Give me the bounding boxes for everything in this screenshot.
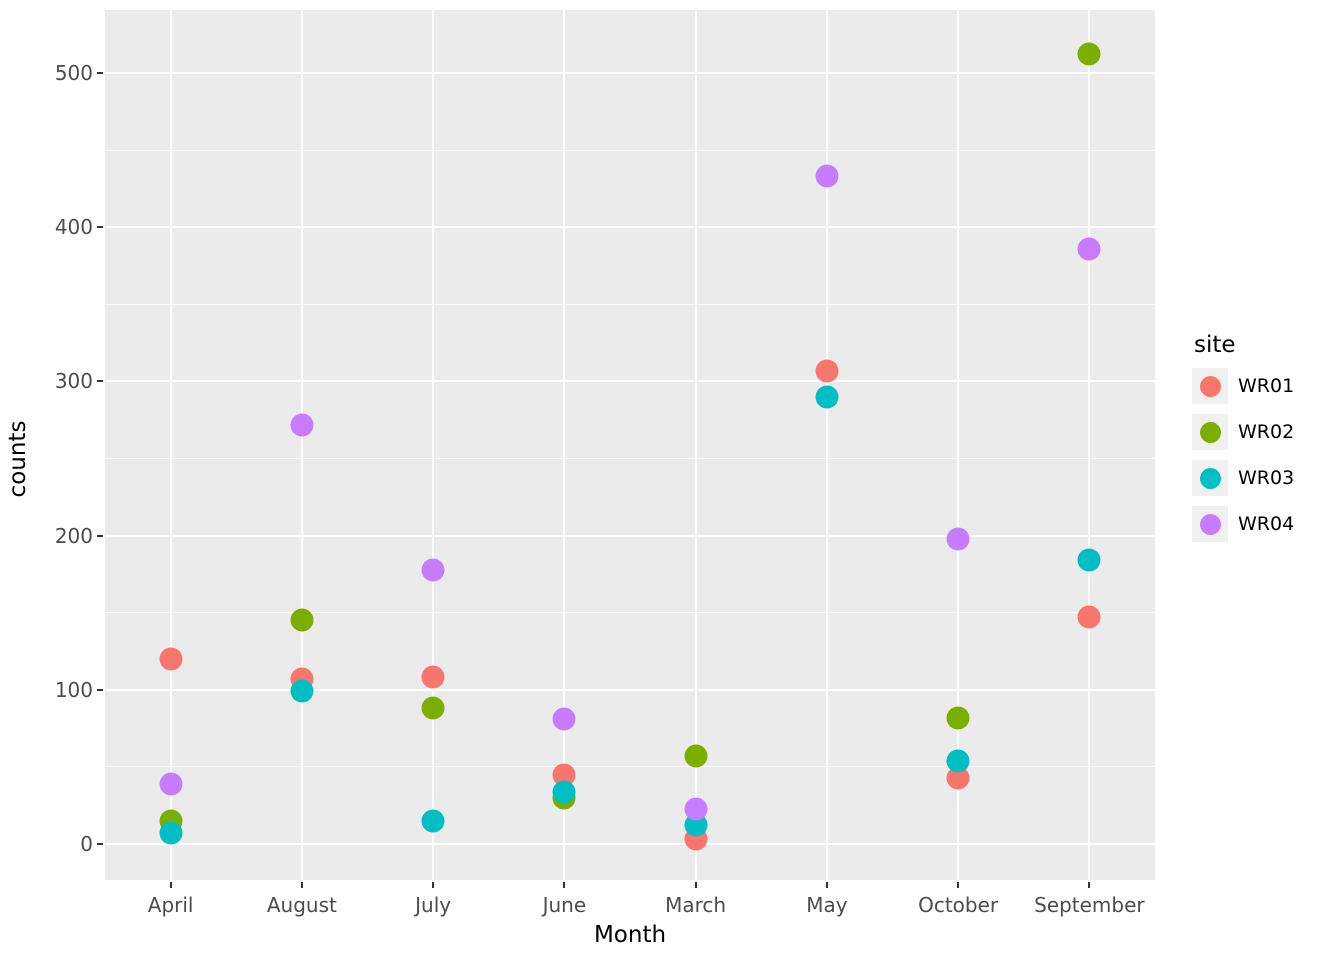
point-WR02-september — [1077, 42, 1101, 66]
gridline-minor-y-50 — [105, 766, 1155, 768]
x-tick-mark-october — [957, 882, 960, 888]
point-WR04-august — [290, 413, 314, 437]
y-tick-mark-200 — [97, 534, 103, 537]
gridline-major-x-april — [169, 10, 172, 880]
gridline-major-x-may — [825, 10, 828, 880]
x-tick-mark-september — [1088, 882, 1091, 888]
y-tick-mark-100 — [97, 688, 103, 691]
gridline-minor-y-350 — [105, 303, 1155, 305]
point-WR04-may — [815, 164, 839, 188]
gridline-major-x-july — [432, 10, 435, 880]
gridline-major-y-0 — [105, 843, 1155, 845]
x-tick-label-march: March — [665, 893, 727, 917]
x-tick-label-august: August — [266, 893, 337, 917]
y-tick-mark-500 — [97, 72, 103, 74]
gridline-major-x-march — [694, 10, 697, 880]
legend-label-WR02: WR02 — [1238, 421, 1295, 443]
legend-item-WR04: WR04 — [1192, 506, 1294, 542]
y-tick-mark-0 — [97, 843, 103, 845]
x-tick-label-july: July — [415, 893, 452, 917]
point-WR02-march — [684, 744, 708, 768]
point-WR01-october — [946, 766, 970, 790]
gridline-minor-y-250 — [105, 458, 1155, 459]
legend-dot-WR01 — [1199, 375, 1221, 397]
y-tick-label-100: 100 — [54, 677, 93, 702]
legend: site WR01 WR02 WR03 WR04 — [1192, 332, 1294, 552]
legend-key-WR03 — [1192, 460, 1228, 496]
x-tick-mark-april — [169, 882, 172, 888]
point-WR03-october — [946, 749, 970, 773]
point-WR03-march — [684, 813, 708, 837]
legend-label-WR01: WR01 — [1238, 375, 1295, 397]
y-tick-label-200: 200 — [54, 523, 93, 548]
legend-label-WR03: WR03 — [1238, 467, 1295, 489]
y-tick-label-500: 500 — [54, 61, 93, 85]
point-WR03-june — [552, 780, 576, 804]
x-tick-label-september: September — [1034, 893, 1145, 917]
point-WR01-september — [1077, 605, 1101, 629]
point-WR01-july — [421, 665, 445, 689]
y-tick-mark-300 — [97, 380, 103, 383]
legend-item-WR01: WR01 — [1192, 368, 1294, 404]
legend-dot-WR04 — [1199, 513, 1221, 535]
point-WR02-august — [290, 608, 314, 632]
point-WR01-april — [159, 647, 183, 671]
x-tick-mark-july — [432, 882, 435, 888]
legend-key-WR01 — [1192, 368, 1228, 404]
legend-key-WR04 — [1192, 506, 1228, 542]
gridline-major-y-300 — [105, 380, 1155, 383]
gridline-minor-y-150 — [105, 612, 1155, 614]
gridline-major-x-september — [1088, 10, 1091, 880]
point-WR04-march — [684, 797, 708, 821]
legend-key-WR02 — [1192, 414, 1228, 450]
legend-dot-WR03 — [1199, 467, 1221, 489]
gridline-major-x-june — [563, 10, 566, 880]
legend-item-WR02: WR02 — [1192, 414, 1294, 450]
y-axis-title: counts — [5, 420, 31, 498]
x-tick-label-april: April — [147, 893, 194, 917]
plot-panel — [105, 10, 1155, 880]
point-WR03-april — [159, 821, 183, 845]
point-WR04-june — [552, 707, 576, 731]
gridline-major-y-500 — [105, 72, 1155, 74]
x-tick-label-october: October — [918, 893, 999, 917]
point-WR03-may — [815, 385, 839, 409]
x-tick-mark-june — [563, 882, 566, 888]
point-WR02-july — [421, 696, 445, 720]
legend-dot-WR02 — [1199, 421, 1221, 443]
point-WR04-october — [946, 527, 970, 551]
x-tick-mark-may — [825, 882, 828, 888]
point-WR03-july — [421, 809, 445, 833]
gridline-major-y-200 — [105, 534, 1155, 537]
legend-label-WR04: WR04 — [1238, 513, 1295, 535]
gridline-major-x-august — [300, 10, 303, 880]
x-axis-title: Month — [593, 922, 667, 948]
gridline-major-y-100 — [105, 688, 1155, 691]
gridline-minor-y-450 — [105, 149, 1155, 151]
y-tick-label-0: 0 — [80, 832, 93, 856]
y-tick-label-300: 300 — [54, 369, 93, 394]
point-WR04-september — [1077, 237, 1101, 261]
point-WR01-may — [815, 359, 839, 383]
point-WR04-april — [159, 772, 183, 796]
point-WR03-august — [290, 679, 314, 703]
x-tick-mark-august — [300, 882, 303, 888]
y-tick-label-400: 400 — [54, 215, 93, 240]
point-WR03-september — [1077, 548, 1101, 572]
legend-title: site — [1194, 332, 1236, 358]
gridline-major-x-october — [957, 10, 960, 880]
point-WR04-july — [421, 558, 445, 582]
legend-item-WR03: WR03 — [1192, 460, 1294, 496]
x-tick-mark-march — [694, 882, 697, 888]
point-WR02-october — [946, 706, 970, 730]
x-tick-label-may: May — [806, 893, 848, 917]
y-tick-mark-400 — [97, 226, 103, 229]
x-tick-label-june: June — [542, 893, 587, 917]
gridline-major-y-400 — [105, 226, 1155, 229]
